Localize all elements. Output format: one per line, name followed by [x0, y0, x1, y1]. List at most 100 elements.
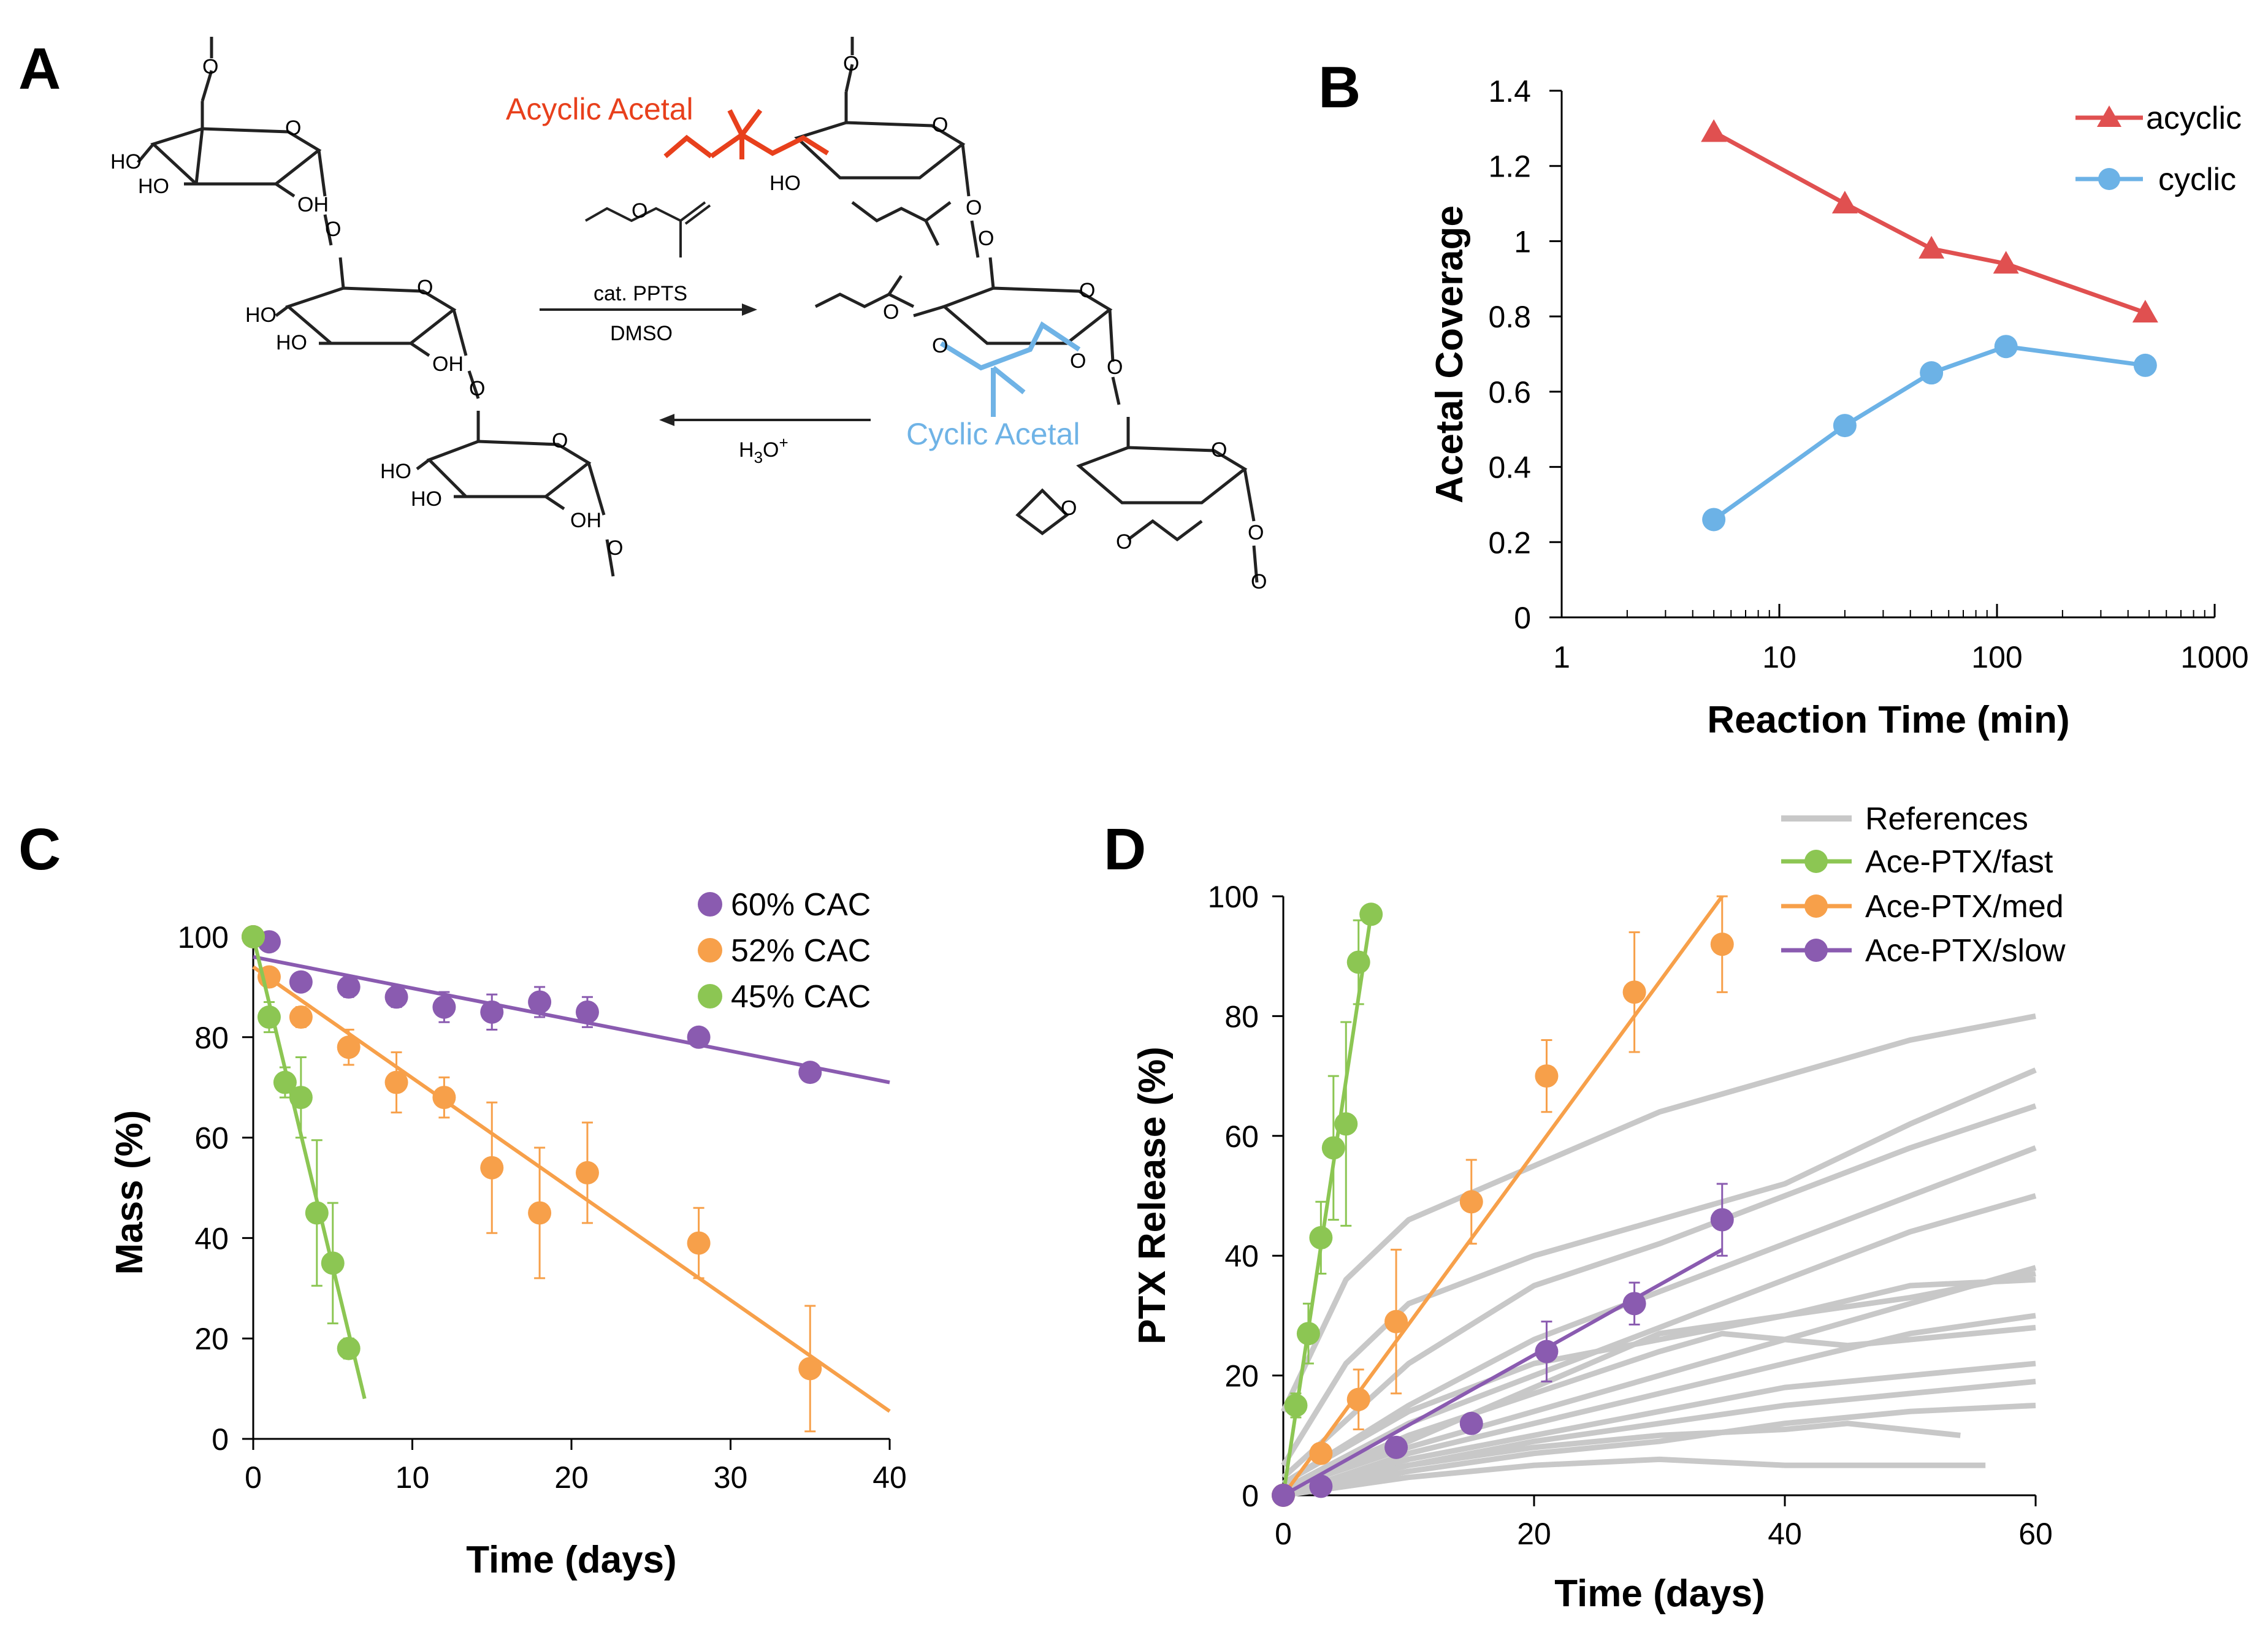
svg-text:OH: OH [432, 353, 464, 376]
d-series [1272, 895, 1734, 1507]
d-legend-fast-marker [1804, 850, 1828, 873]
d-point-ace-ptx-slow [1384, 1435, 1408, 1459]
c-x-axis-title: Time (days) [466, 1539, 676, 1581]
c-point-45-cac [305, 1201, 329, 1225]
svg-text:HO: HO [138, 175, 169, 198]
c-point-52-cac [337, 1035, 361, 1059]
c-point-60-cac [337, 975, 361, 999]
c-point-60-cac [432, 995, 456, 1019]
d-legend-med-label: Ace-PTX/med [1865, 889, 2064, 925]
svg-text:O: O [607, 536, 623, 560]
panel-d-chart: D 0 20 40 60 0 20 40 60 80 100 Time (days) PTX Re… [1104, 801, 2066, 1615]
d-point-ace-ptx-med [1459, 1190, 1483, 1214]
c-legend-52-marker [698, 938, 722, 963]
svg-text:OH: OH [297, 193, 329, 216]
reference-curve [1282, 1271, 2036, 1492]
d-point-ace-ptx-med [1309, 1441, 1333, 1465]
reference-curve [1281, 1067, 2037, 1467]
d-fit-line-ace-ptx-slow [1282, 1248, 1724, 1497]
c-y-axis-title: Mass (%) [109, 1110, 151, 1275]
reference-curve [1283, 1402, 2036, 1498]
dextran-chain-right [794, 37, 1259, 583]
d-legend-slow-label: Ace-PTX/slow [1865, 933, 2066, 969]
b-x-axis-title: Reaction Time (min) [1707, 699, 2069, 741]
d-x-tick-label: 40 [1768, 1517, 1802, 1551]
b-y-tick-label: 1.2 [1488, 150, 1531, 184]
b-point-acyclic [1993, 251, 2019, 274]
d-legend: References Ace-PTX/fast Ace-PTX/med Ace-… [1781, 801, 2066, 969]
d-point-ace-ptx-fast [1284, 1394, 1308, 1417]
d-point-ace-ptx-fast [1296, 1322, 1320, 1346]
c-point-52-cac [289, 1005, 313, 1029]
d-y-tick-label: 20 [1224, 1359, 1259, 1394]
reagent-catalyst: cat. PPTS [594, 282, 687, 305]
c-point-45-cac [257, 1005, 281, 1029]
d-x-tick-label: 60 [2018, 1517, 2053, 1551]
reference-curve [1282, 1360, 2036, 1498]
b-y-tick-label: 0.8 [1488, 300, 1531, 334]
d-legend-med-marker [1804, 894, 1828, 918]
acyclic-acetal-highlight [663, 109, 830, 159]
c-point-52-cac [384, 1070, 408, 1094]
reference-curve [1282, 1420, 1961, 1498]
c-x-tick-label: 20 [554, 1460, 589, 1495]
c-point-45-cac [289, 1086, 313, 1110]
c-point-60-cac [798, 1061, 822, 1085]
c-point-52-cac [432, 1086, 456, 1110]
c-point-52-cac [528, 1201, 552, 1225]
c-series [242, 925, 891, 1433]
reference-curve [1281, 1103, 2037, 1480]
panel-letter-c: C [18, 817, 61, 882]
b-y-tick-label: 0.2 [1488, 525, 1531, 560]
c-y-tick-label: 60 [194, 1121, 229, 1156]
svg-text:O: O [978, 227, 994, 250]
reference-curve [1282, 1265, 2037, 1492]
b-minor-ticks [1626, 610, 2205, 617]
panel-letter-b: B [1318, 55, 1361, 120]
b-x-tick-label: 1 [1553, 640, 1570, 674]
reference-curve [1282, 1324, 2036, 1492]
c-y-tick-label: 80 [194, 1021, 229, 1055]
svg-text:O: O [1116, 530, 1132, 554]
svg-text:O: O [325, 218, 341, 241]
svg-text:O: O [632, 199, 647, 223]
panel-a-scheme: A [18, 36, 1267, 593]
b-y-axis-title: Acetal Coverage [1429, 205, 1471, 503]
d-legend-fast-label: Ace-PTX/fast [1865, 844, 2053, 880]
dextran-left-atom-labels: O O HO HO OH O O HO HO OH O O HO HO OH O [110, 55, 623, 560]
c-point-52-cac [480, 1156, 504, 1180]
svg-text:O: O [469, 377, 485, 400]
reagent-solvent: DMSO [610, 322, 673, 345]
b-legend: acyclic cyclic [2075, 101, 2242, 197]
d-point-ace-ptx-med [1622, 980, 1646, 1004]
c-point-60-cac [528, 990, 552, 1014]
d-point-ace-ptx-med [1384, 1310, 1408, 1333]
c-y-tick-label: 100 [178, 920, 229, 955]
b-series [1701, 119, 2158, 532]
b-y-tick-label: 1 [1514, 224, 1531, 259]
c-fit-line-52-cac [252, 965, 891, 1413]
svg-text:O: O [1070, 349, 1086, 373]
b-x-tick-label: 100 [1971, 640, 2022, 674]
d-point-ace-ptx-med [1346, 1387, 1370, 1411]
b-legend-acyclic-marker [2097, 105, 2121, 127]
b-legend-cyclic-marker [2098, 168, 2120, 190]
c-x-tick-label: 10 [395, 1460, 430, 1495]
b-x-tick-label: 1000 [2180, 640, 2248, 674]
svg-text:HO: HO [411, 487, 442, 511]
svg-text:O: O [1061, 497, 1077, 520]
svg-text:O: O [883, 300, 899, 324]
b-point-cyclic [1994, 335, 2018, 359]
c-legend-60-label: 60% CAC [731, 887, 871, 923]
d-point-ace-ptx-slow [1535, 1340, 1559, 1363]
b-point-acyclic [1831, 191, 1858, 214]
svg-text:O: O [1251, 570, 1267, 593]
b-point-acyclic [1919, 235, 1945, 259]
d-point-ace-ptx-fast [1334, 1112, 1358, 1136]
svg-text:HO: HO [380, 460, 411, 483]
c-point-45-cac [242, 925, 265, 948]
d-y-tick-label: 40 [1224, 1239, 1259, 1273]
b-point-cyclic [1702, 508, 1726, 532]
dextran-right-atom-labels: O O HO O O O O O O O O O O [769, 52, 1267, 593]
